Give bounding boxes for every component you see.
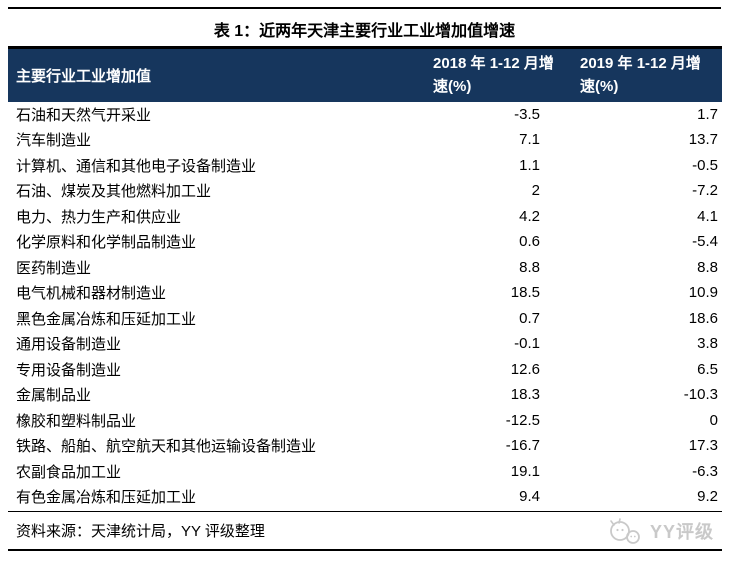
value-2018-cell: 19.1 bbox=[418, 458, 554, 484]
value-2018-cell: 4.2 bbox=[418, 203, 554, 229]
industry-cell: 石油、煤炭及其他燃料加工业 bbox=[8, 178, 418, 204]
table-row: 电气机械和器材制造业 18.5 10.9 bbox=[8, 280, 722, 306]
column-header-2019: 2019 年 1-12 月增 速(%) bbox=[554, 47, 722, 102]
value-2019-cell: 1.7 bbox=[554, 101, 722, 127]
column-header-2019-line2: 速(%) bbox=[580, 78, 619, 96]
industry-cell: 橡胶和塑料制品业 bbox=[8, 407, 418, 433]
industry-cell: 农副食品加工业 bbox=[8, 458, 418, 484]
data-table: 主要行业工业增加值 2018 年 1-12 月增 速(%) 2019 年 1-1… bbox=[8, 46, 722, 510]
table-row: 铁路、船舶、航空航天和其他运输设备制造业 -16.7 17.3 bbox=[8, 433, 722, 459]
value-2018-cell: 12.6 bbox=[418, 356, 554, 382]
table-row: 医药制造业 8.8 8.8 bbox=[8, 254, 722, 280]
industry-cell: 计算机、通信和其他电子设备制造业 bbox=[8, 152, 418, 178]
value-2018-cell: -12.5 bbox=[418, 407, 554, 433]
yy-rating-logo-icon bbox=[610, 517, 640, 544]
table-row: 计算机、通信和其他电子设备制造业 1.1 -0.5 bbox=[8, 152, 722, 178]
column-header-2018: 2018 年 1-12 月增 速(%) bbox=[418, 47, 554, 102]
column-header-2018-line2: 速(%) bbox=[433, 78, 472, 96]
column-header-2018-line1: 2018 年 1-12 月增 bbox=[433, 55, 554, 73]
watermark: YY评级 bbox=[607, 517, 722, 545]
value-2019-cell: 13.7 bbox=[554, 127, 722, 153]
value-2019-cell: 17.3 bbox=[554, 433, 722, 459]
table-row: 电力、热力生产和供应业 4.2 4.1 bbox=[8, 203, 722, 229]
industry-cell: 通用设备制造业 bbox=[8, 331, 418, 357]
table-row: 农副食品加工业 19.1 -6.3 bbox=[8, 458, 722, 484]
value-2019-cell: -5.4 bbox=[554, 229, 722, 255]
table-row: 石油和天然气开采业 -3.5 1.7 bbox=[8, 101, 722, 127]
column-header-industry: 主要行业工业增加值 bbox=[8, 47, 418, 102]
table-row: 汽车制造业 7.1 13.7 bbox=[8, 127, 722, 153]
value-2018-cell: 7.1 bbox=[418, 127, 554, 153]
value-2019-cell: 0 bbox=[554, 407, 722, 433]
value-2019-cell: -7.2 bbox=[554, 178, 722, 204]
industry-cell: 化学原料和化学制品制造业 bbox=[8, 229, 418, 255]
value-2019-cell: -6.3 bbox=[554, 458, 722, 484]
source-note: 资料来源：天津统计局，YY 评级整理 bbox=[16, 523, 265, 540]
table-row: 石油、煤炭及其他燃料加工业 2 -7.2 bbox=[8, 178, 722, 204]
footer: 资料来源：天津统计局，YY 评级整理 YY评级 bbox=[8, 511, 722, 551]
table-row: 黑色金属冶炼和压延加工业 0.7 18.6 bbox=[8, 305, 722, 331]
value-2018-cell: 2 bbox=[418, 178, 554, 204]
value-2018-cell: 0.7 bbox=[418, 305, 554, 331]
value-2018-cell: 8.8 bbox=[418, 254, 554, 280]
table-row: 有色金属冶炼和压延加工业 9.4 9.2 bbox=[8, 484, 722, 510]
industry-cell: 有色金属冶炼和压延加工业 bbox=[8, 484, 418, 510]
value-2019-cell: -0.5 bbox=[554, 152, 722, 178]
value-2019-cell: 3.8 bbox=[554, 331, 722, 357]
value-2019-cell: 9.2 bbox=[554, 484, 722, 510]
value-2018-cell: 1.1 bbox=[418, 152, 554, 178]
value-2019-cell: 8.8 bbox=[554, 254, 722, 280]
table-row: 专用设备制造业 12.6 6.5 bbox=[8, 356, 722, 382]
top-rule bbox=[8, 7, 721, 9]
table-header: 主要行业工业增加值 2018 年 1-12 月增 速(%) 2019 年 1-1… bbox=[8, 47, 722, 102]
value-2018-cell: -0.1 bbox=[418, 331, 554, 357]
value-2018-cell: 18.5 bbox=[418, 280, 554, 306]
value-2018-cell: 9.4 bbox=[418, 484, 554, 510]
industry-cell: 金属制品业 bbox=[8, 382, 418, 408]
column-header-industry-label: 主要行业工业增加值 bbox=[16, 67, 152, 85]
value-2018-cell: -16.7 bbox=[418, 433, 554, 459]
industry-cell: 铁路、船舶、航空航天和其他运输设备制造业 bbox=[8, 433, 418, 459]
industry-cell: 电气机械和器材制造业 bbox=[8, 280, 418, 306]
value-2019-cell: 10.9 bbox=[554, 280, 722, 306]
table-row: 橡胶和塑料制品业 -12.5 0 bbox=[8, 407, 722, 433]
industry-cell: 医药制造业 bbox=[8, 254, 418, 280]
value-2019-cell: 18.6 bbox=[554, 305, 722, 331]
value-2018-cell: 18.3 bbox=[418, 382, 554, 408]
value-2019-cell: -10.3 bbox=[554, 382, 722, 408]
table-row: 通用设备制造业 -0.1 3.8 bbox=[8, 331, 722, 357]
industry-cell: 电力、热力生产和供应业 bbox=[8, 203, 418, 229]
industry-cell: 石油和天然气开采业 bbox=[8, 101, 418, 127]
value-2019-cell: 4.1 bbox=[554, 203, 722, 229]
industry-cell: 专用设备制造业 bbox=[8, 356, 418, 382]
table-title: 表 1：近两年天津主要行业工业增加值增速 bbox=[213, 23, 516, 40]
value-2019-cell: 6.5 bbox=[554, 356, 722, 382]
industry-cell: 汽车制造业 bbox=[8, 127, 418, 153]
watermark-label: YY评级 bbox=[649, 521, 714, 542]
header-row: 主要行业工业增加值 2018 年 1-12 月增 速(%) 2019 年 1-1… bbox=[8, 47, 722, 102]
table-row: 金属制品业 18.3 -10.3 bbox=[8, 382, 722, 408]
table-body: 石油和天然气开采业 -3.5 1.7 汽车制造业 7.1 13.7 计算机、通信和其他电子设… bbox=[8, 101, 722, 510]
value-2018-cell: -3.5 bbox=[418, 101, 554, 127]
column-header-2019-line1: 2019 年 1-12 月增 bbox=[580, 55, 701, 73]
industry-cell: 黑色金属冶炼和压延加工业 bbox=[8, 305, 418, 331]
value-2018-cell: 0.6 bbox=[418, 229, 554, 255]
table-row: 化学原料和化学制品制造业 0.6 -5.4 bbox=[8, 229, 722, 255]
